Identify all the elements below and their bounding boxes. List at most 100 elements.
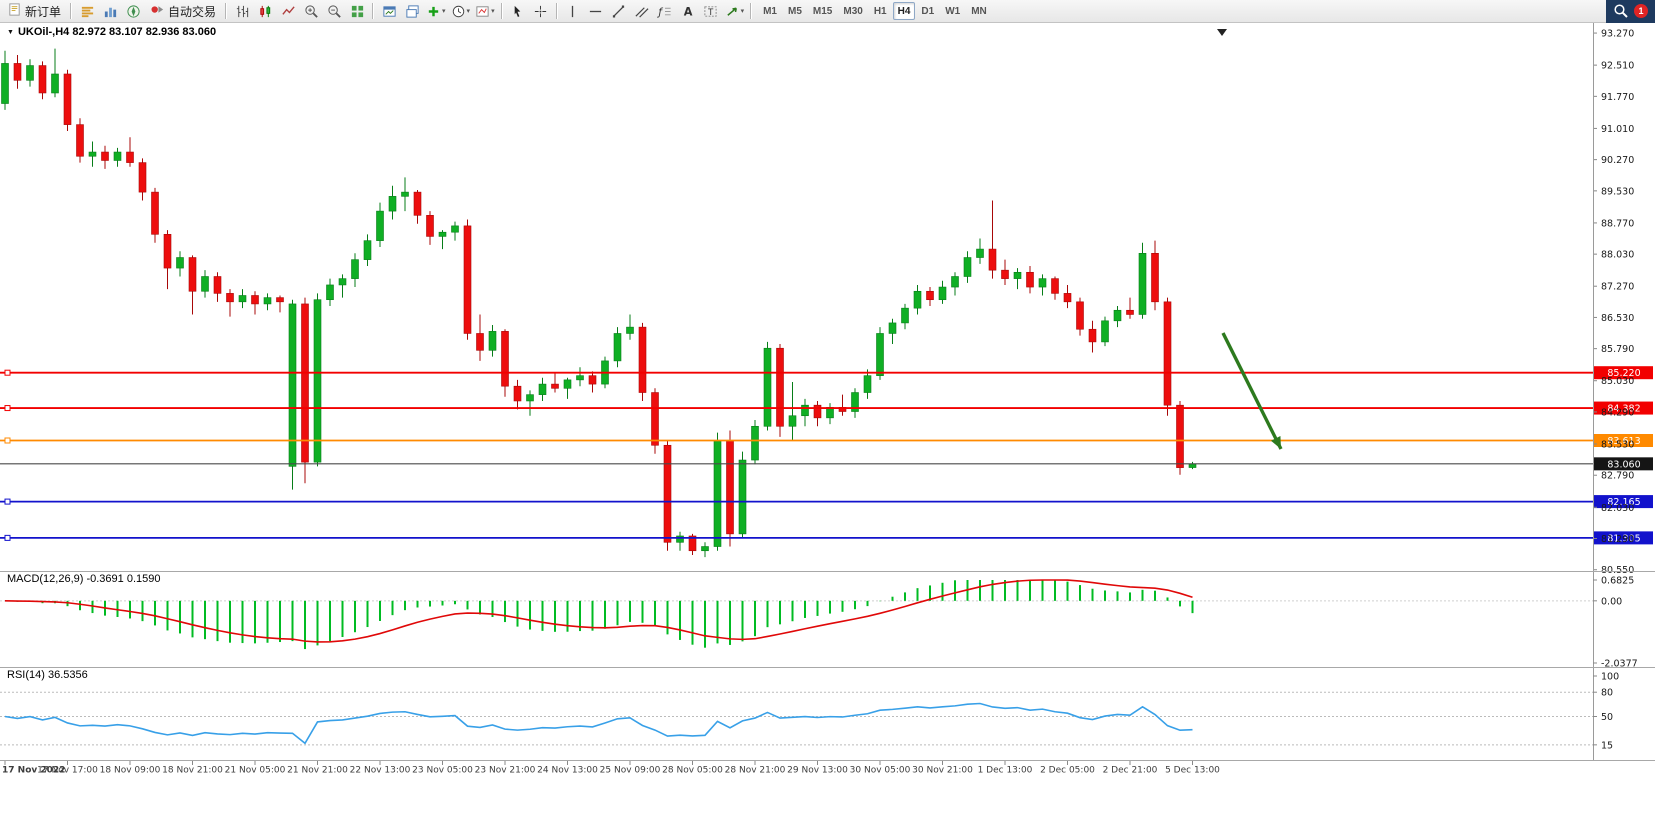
candle-body [26, 65, 34, 81]
candle-body [751, 425, 759, 461]
candle-body [151, 191, 159, 235]
time-axis-label: 2 Dec 05:00 [1040, 766, 1095, 776]
candle-body [538, 383, 547, 395]
periods-dropdown-button[interactable]: ▾ [449, 1, 473, 21]
candle-body [401, 191, 409, 197]
navigator-button[interactable] [122, 1, 144, 21]
tile-windows-button[interactable] [346, 1, 368, 21]
text-tool-button[interactable]: A [677, 1, 699, 21]
fibonacci-tool-button[interactable]: ƒ [654, 1, 676, 21]
candle-body [88, 151, 97, 157]
timeframe-button-mn[interactable]: MN [966, 2, 992, 20]
time-axis-label: 30 Nov 21:00 [912, 766, 973, 776]
time-axis-label: 29 Nov 13:00 [787, 766, 848, 776]
current-price-badge [1594, 457, 1653, 471]
candle-body [888, 322, 897, 334]
candle-body [688, 535, 697, 552]
new-order-button[interactable]: 新订单 [2, 1, 66, 21]
candle-body [876, 333, 884, 376]
timeframe-button-m30[interactable]: M30 [838, 2, 867, 20]
candle-body [201, 276, 209, 292]
time-axis-label: 2 Dec 21:00 [1103, 766, 1158, 776]
horizontal-line-tool-button[interactable] [585, 1, 607, 21]
candle-body [301, 303, 309, 463]
candle-body [388, 196, 397, 212]
timeframe-button-m15[interactable]: M15 [808, 2, 837, 20]
candle-body [1138, 253, 1147, 315]
hline-handle [4, 369, 11, 376]
candle-body [113, 151, 122, 161]
timeframe-button-h4[interactable]: H4 [892, 2, 916, 20]
timeframe-button-d1[interactable]: D1 [916, 2, 939, 20]
market-watch-button[interactable] [76, 1, 98, 21]
macd-axis-label: 0.00 [1601, 596, 1622, 607]
search-area: 1 [1606, 0, 1655, 23]
candle-body [1013, 271, 1022, 279]
channel-tool-button[interactable] [631, 1, 653, 21]
toolbar-separator [70, 3, 73, 19]
price-axis-label: 84.290 [1601, 407, 1634, 418]
timeframe-button-w1[interactable]: W1 [940, 2, 965, 20]
charts-window-button[interactable] [99, 1, 121, 21]
price-axis-label: 80.550 [1601, 565, 1634, 576]
candle-body [1088, 328, 1097, 343]
timeframe-button-m1[interactable]: M1 [758, 2, 782, 20]
collapse-triangle-icon[interactable]: ▼ [7, 29, 14, 36]
candle-body [51, 73, 59, 94]
candle-body [238, 295, 247, 303]
chart-title: ▼ UKOil-,H4 82.972 83.107 82.936 83.060 [7, 26, 216, 38]
hline-price-badge-text: 81.305 [1607, 533, 1640, 544]
candle-body [313, 299, 322, 463]
trendline-tool-button[interactable] [608, 1, 630, 21]
price-axis-label: 81.290 [1601, 534, 1634, 545]
crosshair-tool-button[interactable] [530, 1, 552, 21]
chevron-down-icon: ▾ [491, 8, 495, 15]
trendline-icon [612, 5, 625, 17]
cascade-windows-button[interactable] [401, 1, 423, 21]
candle-body [101, 151, 109, 161]
candle-body [1113, 309, 1122, 322]
candle-body [776, 347, 784, 427]
candle-body [913, 290, 922, 309]
new-chart-button[interactable] [378, 1, 400, 21]
hline-price-badge-text: 84.382 [1607, 404, 1640, 415]
svg-text:T: T [707, 6, 714, 16]
line-chart-button[interactable] [277, 1, 299, 21]
ohlc-bars-chart-button[interactable] [231, 1, 253, 21]
zoom-out-button[interactable] [323, 1, 345, 21]
text-label-tool-button[interactable]: T [700, 1, 722, 21]
zoom-in-button[interactable] [300, 1, 322, 21]
candle-body [163, 234, 172, 269]
hline-price-badge [1594, 401, 1653, 415]
timeframe-button-m5[interactable]: M5 [783, 2, 807, 20]
macd-signal-line [4, 579, 1193, 643]
candlestick-chart-button[interactable] [254, 1, 276, 21]
svg-text:A: A [684, 5, 693, 18]
price-axis-label: 88.770 [1601, 218, 1634, 229]
shapes-dropdown-button[interactable]: ▾ [723, 1, 747, 21]
candle-body [976, 248, 984, 258]
macd-axis-label: -2.0377 [1601, 659, 1638, 670]
timeframe-button-h1[interactable]: H1 [869, 2, 892, 20]
search-icon[interactable] [1613, 3, 1629, 19]
crosshair-icon [534, 5, 547, 17]
hline-price-badge-text: 83.613 [1607, 436, 1640, 447]
candle-body [1076, 301, 1084, 330]
parallel-channel-icon [635, 6, 649, 18]
templates-dropdown-button[interactable]: ▾ [473, 1, 497, 21]
notification-badge[interactable]: 1 [1634, 4, 1648, 18]
indicators-dropdown-button[interactable]: ▾ [424, 1, 448, 21]
toolbar-separator [555, 3, 558, 19]
candle-body [476, 333, 484, 351]
candle-body [413, 191, 422, 216]
rsi-axis-label: 50 [1601, 712, 1613, 723]
text-a-icon: A [684, 5, 693, 18]
candle-body [263, 297, 272, 305]
auto-trading-button[interactable]: 自动交易 [145, 1, 221, 21]
cursor-tool-button[interactable] [507, 1, 529, 21]
candle-body [613, 333, 622, 362]
vertical-line-tool-button[interactable] [562, 1, 584, 21]
current-price-badge-text: 83.060 [1607, 459, 1640, 470]
candle-body [951, 276, 959, 288]
